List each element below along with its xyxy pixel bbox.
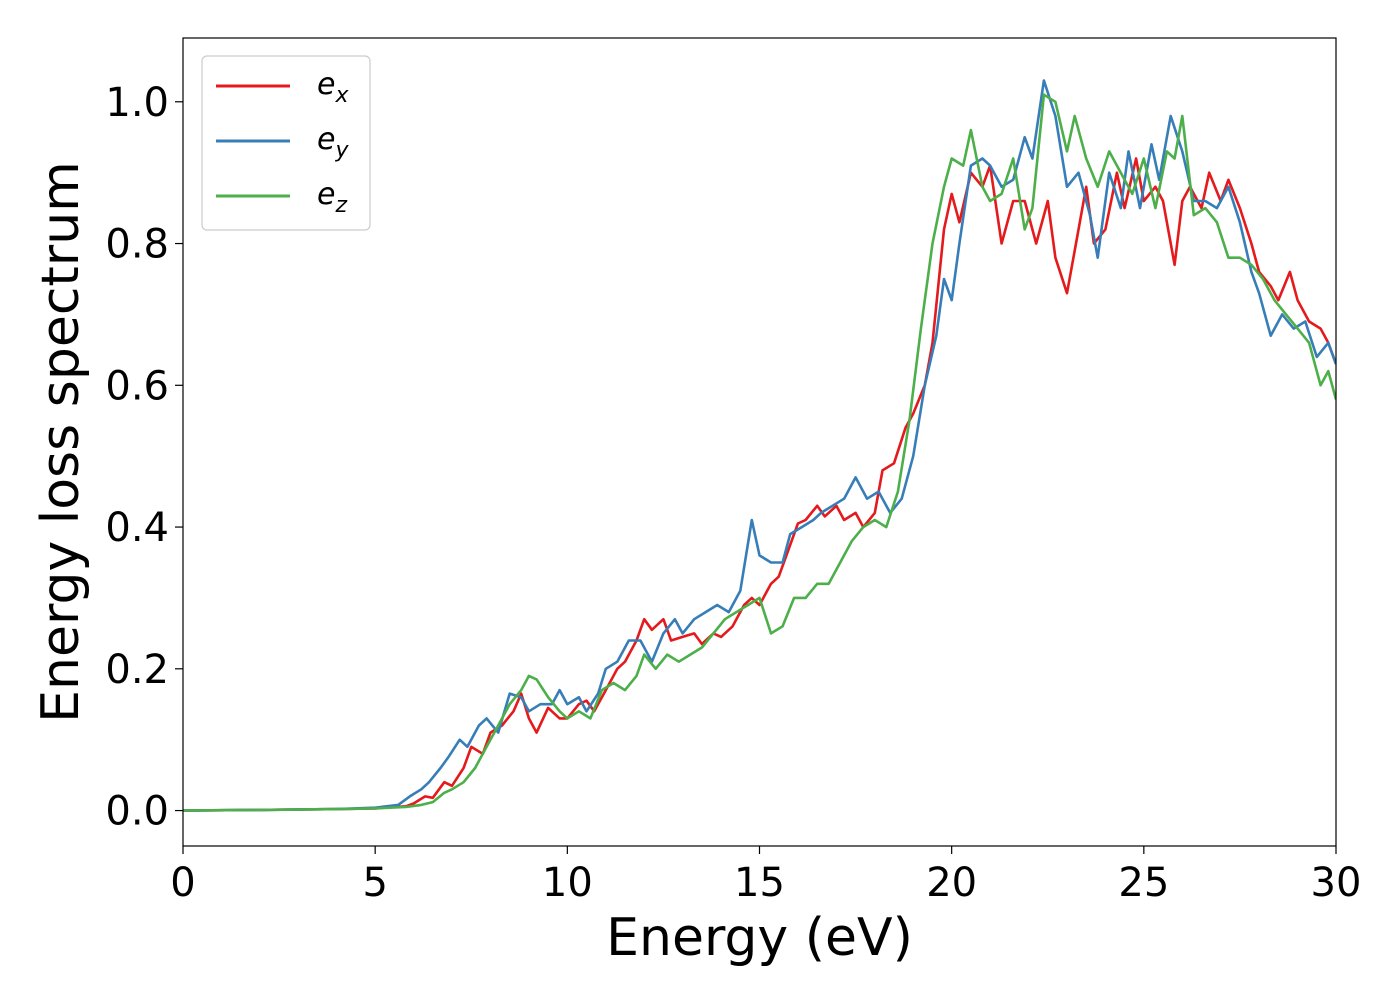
legend-label-x: ex (317, 67, 349, 108)
x-tick-label: 20 (926, 860, 977, 906)
series-line-z (183, 93, 1336, 812)
x-axis-ticks: 0 5 10 15 20 25 30 (170, 846, 1361, 906)
x-tick-label: 15 (734, 860, 785, 906)
y-tick-label: 1.0 (105, 80, 169, 126)
x-tick-label: 0 (170, 860, 195, 906)
series-line-x (183, 157, 1336, 812)
legend-box (201, 55, 371, 231)
y-axis-label: Energy loss spectrum (31, 161, 91, 723)
legend-label-y: ey (317, 122, 349, 163)
y-tick-label: 0.6 (105, 363, 169, 409)
y-tick-label: 0.2 (105, 647, 169, 693)
legend: ex ey ez (201, 55, 371, 231)
x-tick-label: 30 (1311, 860, 1362, 906)
x-axis-label: Energy (eV) (606, 908, 913, 968)
y-axis-ticks: 0.0 0.2 0.4 0.6 0.8 1.0 (105, 80, 183, 835)
x-tick-label: 5 (362, 860, 387, 906)
x-tick-label: 10 (542, 860, 593, 906)
legend-label-z: ez (317, 177, 347, 218)
y-tick-label: 0.8 (105, 222, 169, 268)
plot-series (183, 79, 1336, 812)
y-tick-label: 0.0 (105, 789, 169, 835)
x-tick-label: 25 (1118, 860, 1169, 906)
y-tick-label: 0.4 (105, 505, 169, 551)
